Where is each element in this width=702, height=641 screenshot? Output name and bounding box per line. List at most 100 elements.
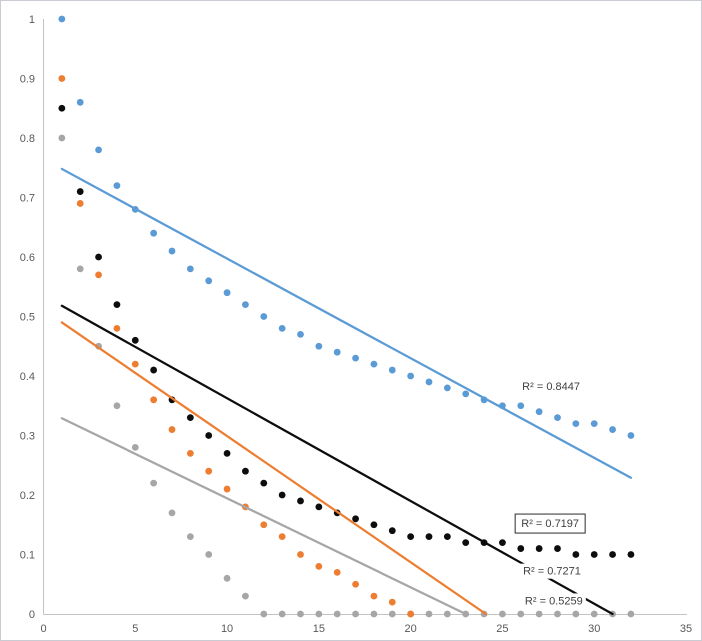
x-tick-label: 10 xyxy=(221,623,233,635)
r2-label[interactable]: R² = 0.5259 xyxy=(525,595,583,607)
scatter-point-gray xyxy=(370,610,378,618)
scatter-point-orange xyxy=(150,396,158,404)
scatter-point-gray xyxy=(150,479,158,487)
scatter-point-gray xyxy=(205,551,213,558)
scatter-point-black xyxy=(242,467,249,475)
scatter-point-gray xyxy=(535,610,543,618)
scatter-point-gray xyxy=(223,574,231,582)
scatter-point-black xyxy=(370,521,378,529)
scatter-point-orange xyxy=(260,521,268,529)
scatter-point-blue xyxy=(572,420,580,427)
scatter-point-blue xyxy=(590,420,598,427)
scatter-point-black xyxy=(297,497,304,505)
scatter-point-black xyxy=(315,503,323,511)
scatter-point-gray xyxy=(113,402,121,410)
scatter-point-black xyxy=(627,551,635,558)
scatter-point-blue xyxy=(333,348,341,356)
x-tick-label: 35 xyxy=(680,623,692,635)
scatter-point-blue xyxy=(242,301,249,308)
scatter-point-black xyxy=(223,449,231,457)
scatter-point-orange xyxy=(223,485,231,493)
scatter-point-blue xyxy=(186,265,194,273)
scatter-point-gray xyxy=(278,610,286,618)
scatter-point-orange xyxy=(76,200,84,207)
scatter-point-blue xyxy=(168,247,176,255)
scatter-point-blue xyxy=(554,414,561,422)
scatter-point-blue xyxy=(58,15,66,23)
scatter-point-orange xyxy=(352,580,359,588)
scatter-point-blue xyxy=(517,402,525,410)
scatter-point-blue xyxy=(315,342,323,350)
scatter-point-orange xyxy=(407,610,415,618)
scatter-point-gray xyxy=(297,610,304,618)
scatter-point-orange xyxy=(278,533,286,541)
y-tick-label: 0.3 xyxy=(20,431,35,443)
scatter-point-blue xyxy=(609,426,616,433)
y-tick-label: 0.5 xyxy=(20,312,35,324)
scatter-point-blue xyxy=(352,354,359,362)
y-tick-label: 0.4 xyxy=(20,371,35,383)
scatter-point-gray xyxy=(425,610,433,618)
scatter-point-gray xyxy=(517,610,525,618)
r2-label[interactable]: R² = 0.7197 xyxy=(521,518,579,530)
scatter-point-orange xyxy=(297,551,304,558)
scatter-point-black xyxy=(278,491,286,499)
scatter-point-gray xyxy=(352,610,359,618)
r2-label[interactable]: R² = 0.8447 xyxy=(522,381,580,393)
scatter-point-black xyxy=(388,527,396,535)
x-tick-label: 15 xyxy=(313,623,325,635)
scatter-point-gray xyxy=(58,134,66,142)
x-tick-label: 25 xyxy=(496,623,508,635)
r2-label-box xyxy=(514,513,586,534)
scatter-point-gray xyxy=(499,610,506,618)
x-tick-label: 0 xyxy=(40,623,46,635)
scatter-point-blue xyxy=(150,229,158,237)
y-tick-label: 0.7 xyxy=(20,193,35,205)
scatter-point-orange xyxy=(186,449,194,457)
y-tick-label: 0.8 xyxy=(20,133,35,145)
trendline-blue xyxy=(60,167,633,479)
r2-label[interactable]: R² = 0.7271 xyxy=(523,566,581,578)
scatter-point-orange xyxy=(333,568,341,576)
scatter-point-black xyxy=(150,366,158,374)
y-tick-label: 0.1 xyxy=(20,550,35,562)
scatter-point-orange xyxy=(370,592,378,600)
scatter-point-gray xyxy=(260,610,268,618)
scatter-point-black xyxy=(517,545,525,552)
scatter-point-black xyxy=(499,539,506,546)
scatter-point-gray xyxy=(131,444,139,451)
r2-label-bg xyxy=(521,593,586,609)
y-tick-label: 0.6 xyxy=(20,252,35,264)
scatter-point-blue xyxy=(407,372,415,380)
scatter-point-gray xyxy=(388,610,396,618)
scatter-point-blue xyxy=(535,408,543,416)
r2-label-bg xyxy=(519,379,584,395)
x-tick-label: 30 xyxy=(588,623,600,635)
scatter-point-black xyxy=(186,414,194,422)
scatter-point-blue xyxy=(223,289,231,297)
scatter-point-orange xyxy=(131,360,139,368)
y-tick-label: 0.9 xyxy=(20,74,35,86)
scatter-point-black xyxy=(462,539,470,546)
scatter-point-gray xyxy=(590,610,598,618)
scatter-point-black xyxy=(609,551,616,558)
scatter-point-blue xyxy=(76,98,84,106)
scatter-point-black xyxy=(58,104,66,112)
scatter-point-black xyxy=(260,479,268,487)
scatter-point-gray xyxy=(242,592,249,600)
scatter-point-blue xyxy=(278,325,286,332)
scatter-point-black xyxy=(425,533,433,541)
scatter-point-blue xyxy=(627,432,635,439)
scatter-point-blue xyxy=(297,330,304,338)
trendline-orange xyxy=(60,321,488,616)
scatter-point-black xyxy=(95,253,102,261)
scatter-point-gray xyxy=(333,610,341,618)
scatter-point-orange xyxy=(315,563,323,570)
trendline-gray xyxy=(60,417,467,616)
scatter-point-black xyxy=(131,336,139,344)
x-tick-label: 20 xyxy=(405,623,417,635)
scatter-point-blue xyxy=(425,378,433,386)
scatter-point-blue xyxy=(388,366,396,374)
scatter-point-gray xyxy=(554,610,561,618)
scatter-point-orange xyxy=(95,271,102,279)
